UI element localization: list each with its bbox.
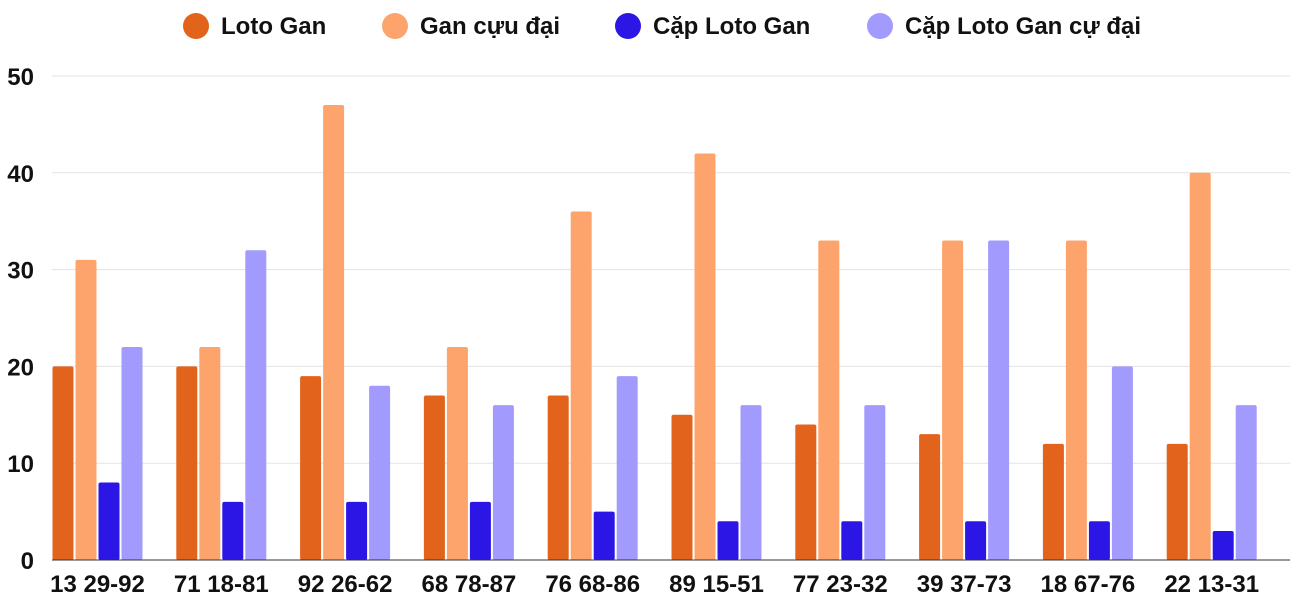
bar-c-p-loto-gan-2: [346, 501, 368, 560]
bar-c-p-loto-gan-0: [98, 482, 120, 560]
x-tick-label: 89 15-51: [669, 571, 764, 598]
bar-c-p-loto-gan-c-i-2: [369, 385, 391, 560]
bar-gan-c-u-i-7: [942, 240, 964, 560]
legend-marker: [615, 13, 641, 39]
bar-gan-c-u-i-0: [75, 259, 97, 560]
x-tick-label: 39 37-73: [917, 571, 1012, 598]
legend-label: Gan cựu đại: [420, 13, 560, 40]
bar-c-p-loto-gan-c-i-1: [245, 250, 267, 561]
legend-marker: [867, 13, 893, 39]
bar-c-p-loto-gan-c-i-6: [864, 405, 886, 560]
bar-loto-gan-3: [423, 395, 445, 560]
y-tick-label: 20: [7, 354, 34, 381]
bar-c-p-loto-gan-c-i-0: [121, 347, 143, 560]
bar-c-p-loto-gan-c-i-3: [492, 405, 514, 560]
bar-loto-gan-8: [1042, 443, 1064, 560]
bar-c-p-loto-gan-1: [222, 501, 244, 560]
bar-c-p-loto-gan-c-i-9: [1235, 405, 1257, 560]
bar-c-p-loto-gan-c-i-8: [1111, 366, 1133, 560]
legend-marker: [382, 13, 408, 39]
y-axis-ticks: 0 10 20 30 40 50: [7, 64, 34, 575]
bar-loto-gan-1: [176, 366, 198, 560]
bar-c-p-loto-gan-8: [1088, 521, 1110, 560]
bar-c-p-loto-gan-9: [1212, 530, 1234, 560]
x-tick-label: 22 13-31: [1164, 571, 1259, 598]
legend-label: Cặp Loto Gan cự đại: [905, 13, 1141, 40]
legend-marker: [183, 13, 209, 39]
bar-c-p-loto-gan-4: [593, 511, 615, 560]
y-tick-label: 40: [7, 161, 34, 188]
bar-gan-c-u-i-8: [1065, 240, 1087, 560]
bar-gan-c-u-i-3: [446, 347, 468, 560]
x-tick-label: 68 78-87: [422, 571, 517, 598]
x-tick-label: 71 18-81: [174, 571, 269, 598]
y-tick-label: 30: [7, 258, 34, 285]
bar-loto-gan-7: [919, 434, 941, 560]
x-tick-label: 92 26-62: [298, 571, 393, 598]
x-tick-label: 13 29-92: [50, 571, 145, 598]
bar-loto-gan-9: [1166, 443, 1188, 560]
x-tick-label: 18 67-76: [1041, 571, 1136, 598]
y-tick-label: 0: [21, 548, 34, 575]
bar-gan-c-u-i-5: [694, 153, 716, 560]
y-tick-label: 10: [7, 451, 34, 478]
bar-gan-c-u-i-9: [1189, 172, 1211, 561]
bar-c-p-loto-gan-7: [965, 521, 987, 560]
bar-gan-c-u-i-1: [199, 347, 221, 560]
y-tick-label: 50: [7, 64, 34, 91]
bar-c-p-loto-gan-c-i-7: [988, 240, 1010, 560]
bar-loto-gan-6: [795, 424, 817, 560]
legend: Loto Gan Gan cựu đại Cặp Loto Gan Cặp Loto …: [183, 13, 1141, 40]
x-tick-label: 76 68-86: [545, 571, 640, 598]
bar-c-p-loto-gan-c-i-4: [616, 376, 638, 560]
bar-loto-gan-5: [671, 414, 693, 560]
legend-label: Loto Gan: [221, 13, 326, 40]
bar-loto-gan-2: [300, 376, 322, 560]
bar-c-p-loto-gan-5: [717, 521, 739, 560]
legend-label: Cặp Loto Gan: [653, 13, 810, 40]
bar-c-p-loto-gan-3: [469, 501, 491, 560]
bar-loto-gan-4: [547, 395, 569, 560]
bar-gan-c-u-i-6: [818, 240, 840, 560]
grid-lines: [52, 75, 1290, 464]
bars: [52, 105, 1257, 561]
x-axis-labels: 13 29-92 71 18-81 92 26-62 68 78-87 76 68-86…: [50, 571, 1259, 598]
bar-c-p-loto-gan-6: [841, 521, 863, 560]
bar-gan-c-u-i-2: [323, 105, 345, 560]
bar-loto-gan-0: [52, 366, 74, 560]
x-tick-label: 77 23-32: [793, 571, 888, 598]
bar-gan-c-u-i-4: [570, 211, 592, 560]
bar-c-p-loto-gan-c-i-5: [740, 405, 762, 560]
